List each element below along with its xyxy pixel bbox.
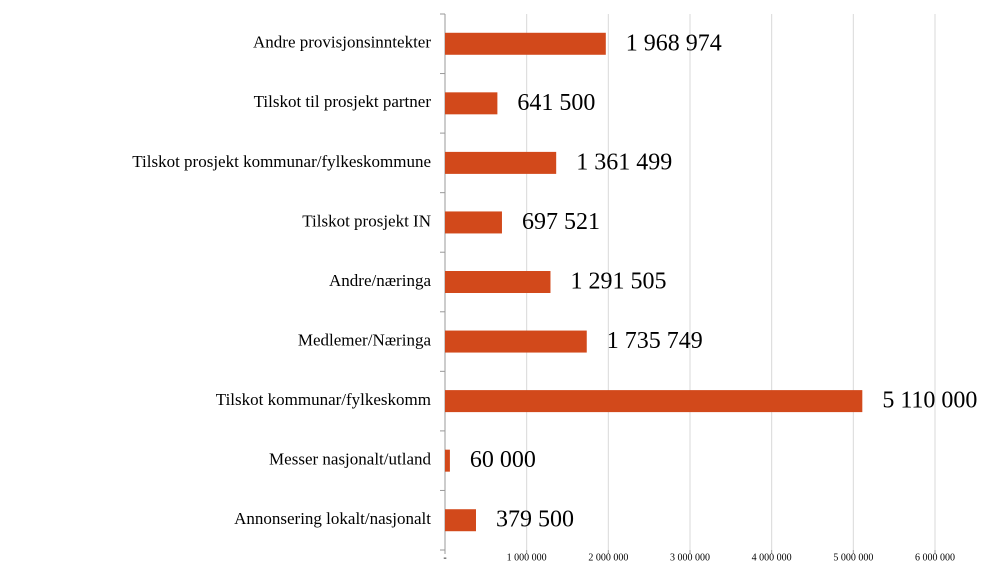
x-tick-label: 1 000 000 [507, 552, 547, 563]
value-label: 5 110 000 [882, 388, 977, 414]
value-label: 379 500 [496, 507, 574, 533]
y-tick-label: Tilskot prosjekt kommunar/fylkeskommune [132, 152, 431, 171]
y-tick-label: Tilskot kommunar/fylkeskomm [216, 390, 431, 409]
y-tick-label: Andre provisjonsinntekter [253, 33, 431, 52]
bar [445, 330, 587, 353]
value-label: 1 735 749 [607, 328, 703, 354]
bar [445, 271, 551, 293]
x-tick-label: 6 000 000 [915, 552, 955, 563]
bar [445, 32, 606, 55]
bar [445, 92, 498, 115]
y-tick-label: Tilskot prosjekt IN [302, 211, 431, 230]
bar [445, 449, 450, 472]
y-tick-label: Tilskot til prosjekt partner [254, 92, 432, 111]
bar [445, 151, 557, 174]
value-label: 60 000 [470, 447, 536, 473]
x-tick-label: - [443, 552, 446, 563]
value-label: 697 521 [522, 209, 600, 235]
value-label: 1 968 974 [626, 30, 722, 56]
bar [445, 509, 476, 532]
x-tick-label: 4 000 000 [752, 552, 792, 563]
value-label: 1 291 505 [570, 269, 666, 295]
x-tick-label: 2 000 000 [588, 552, 628, 563]
value-label: 641 500 [517, 90, 595, 116]
y-tick-label: Andre/næringa [329, 271, 431, 290]
y-tick-label: Annonsering lokalt/nasjonalt [234, 509, 431, 528]
value-label: 1 361 499 [576, 149, 672, 175]
x-tick-label: 3 000 000 [670, 552, 710, 563]
y-tick-label: Messer nasjonalt/utland [269, 450, 431, 469]
bar [445, 211, 502, 234]
bar [445, 390, 863, 413]
y-tick-label: Medlemer/Næringa [298, 330, 432, 349]
x-tick-label: 5 000 000 [833, 552, 873, 563]
